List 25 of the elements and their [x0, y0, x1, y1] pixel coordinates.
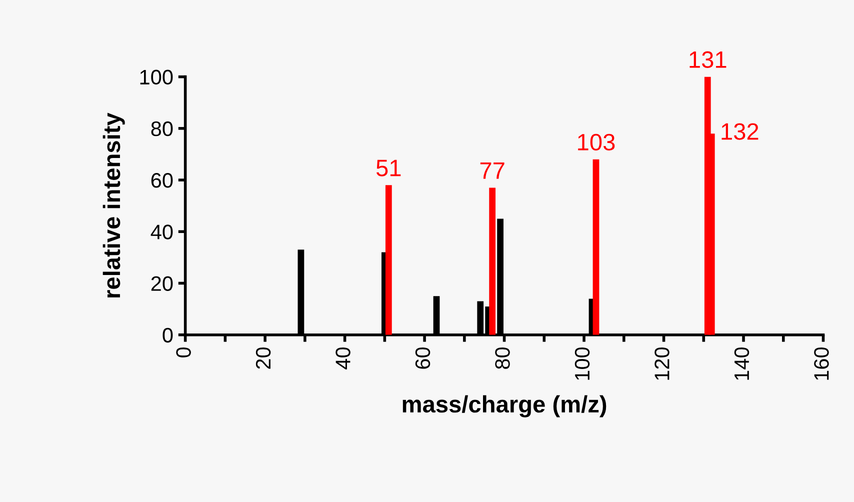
- annotation: 51: [376, 160, 401, 176]
- annotation: 103: [578, 134, 615, 151]
- annotation: 77: [480, 162, 504, 179]
- y-tick-label: 40: [150, 224, 173, 240]
- y-tick-label: 60: [151, 173, 173, 188]
- x-tick-label: 140: [734, 347, 750, 380]
- x-tick-label: 40: [336, 347, 350, 370]
- annotation: 132: [722, 123, 758, 140]
- y-axis-title: relative intensity: [102, 112, 125, 298]
- y-tick-label: 80: [151, 121, 173, 136]
- x-tick-label: 60: [415, 347, 430, 369]
- bar: [385, 185, 392, 335]
- x-tick-label: 80: [495, 347, 510, 369]
- bar: [489, 188, 496, 335]
- y-tick-label: 20: [151, 276, 173, 291]
- x-tick-label: 20: [256, 347, 271, 369]
- x-tick-label: 100: [574, 347, 590, 380]
- x-tick-label: 120: [654, 347, 670, 380]
- x-axis-title: mass/charge (m/z): [402, 395, 606, 418]
- x-tick-label: 0: [176, 347, 191, 358]
- bar: [592, 159, 600, 335]
- y-tick-label: 100: [140, 70, 173, 85]
- y-tick-label: 0: [162, 328, 173, 343]
- annotation: 131: [690, 51, 726, 68]
- x-tick-label: 160: [814, 347, 829, 380]
